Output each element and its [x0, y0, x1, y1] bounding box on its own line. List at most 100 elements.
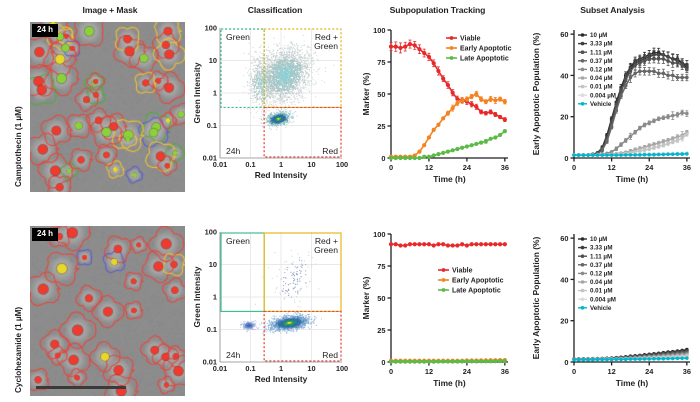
chart-legend[interactable]: 10 µM3.33 µM1.11 µM0.37 µM0.12 µM0.04 µM…: [578, 32, 616, 108]
y-tick-label: 60: [560, 30, 568, 39]
x-tick-label: 100: [336, 364, 348, 373]
y-tick-label: 75: [377, 262, 385, 271]
y-tick-label: 0.1: [207, 121, 217, 130]
x-axis-label: Time (h): [616, 174, 649, 184]
legend-item-label: 0.37 µM: [590, 262, 612, 269]
y-tick-label: 20: [560, 113, 568, 122]
y-tick-label: 75: [377, 58, 385, 67]
legend-item-label: Early Apoptotic: [452, 277, 504, 284]
legend-item-label: 0.12 µM: [590, 271, 612, 278]
legend-item-label: Viable: [460, 35, 481, 42]
chart-legend[interactable]: 10 µM3.33 µM1.11 µM0.37 µM0.12 µM0.04 µM…: [578, 236, 616, 312]
x-tick-label: 24: [463, 367, 472, 376]
legend-item-label: 3.33 µM: [590, 245, 612, 252]
x-axis-label: Red Intensity: [255, 170, 308, 180]
y-tick-label: 100: [205, 23, 217, 32]
x-tick-label: 0: [389, 163, 393, 172]
column-title-image-mask: Image + Mask: [30, 5, 190, 15]
y-tick-label: 100: [373, 230, 385, 239]
time-label: 24h: [226, 350, 241, 360]
y-axis-label: Early Apoptotic Population (%): [531, 237, 541, 360]
x-tick-label: 0: [572, 163, 576, 172]
x-tick-label: 36: [683, 367, 691, 376]
quadrant-label-red: Red: [322, 146, 338, 156]
time-badge: 24 h: [32, 228, 58, 241]
y-tick-label: 0: [381, 358, 385, 367]
legend-item-label: 1.11 µM: [590, 253, 612, 260]
y-tick-label: 40: [560, 71, 568, 80]
x-tick-label: 24: [645, 367, 654, 376]
time-badge: 24 h: [32, 24, 58, 37]
microscopy-image-cyclohexamide[interactable]: 24 h: [30, 226, 185, 396]
y-tick-label: 1: [213, 292, 217, 301]
legend-item-label: 0.12 µM: [590, 67, 612, 74]
microscopy-image-camptothecin[interactable]: 24 h: [30, 22, 185, 192]
legend-item-label: 0.04 µM: [590, 75, 612, 82]
microscopy-canvas: [30, 226, 185, 396]
y-tick-label: 100: [373, 26, 385, 35]
x-axis-label: Red Intensity: [255, 374, 308, 384]
x-tick-label: 1: [279, 160, 283, 169]
x-axis-label: Time (h): [433, 174, 466, 184]
y-tick-label: 0: [381, 154, 385, 163]
x-tick-label: 36: [683, 163, 691, 172]
x-tick-label: 36: [501, 367, 509, 376]
legend-item-label: Vehicle: [590, 101, 612, 108]
column-title-subpopulation-tracking: Subpopulation Tracking: [355, 5, 520, 15]
y-tick-label: 10: [209, 56, 217, 65]
x-tick-label: 1: [279, 364, 283, 373]
legend-item-label: 10 µM: [590, 32, 607, 39]
x-tick-label: 0.1: [245, 160, 255, 169]
x-tick-label: 10: [307, 160, 315, 169]
y-axis-label: Early Apoptotic Population (%): [531, 33, 541, 156]
series-viable: [389, 242, 507, 247]
y-tick-label: 40: [560, 275, 568, 284]
y-axis-label: Marker (%): [361, 72, 371, 115]
y-tick-label: 100: [205, 227, 217, 236]
legend-item-label: Vehicle: [590, 305, 612, 312]
x-tick-label: 100: [336, 160, 348, 169]
column-title-subset-analysis: Subset Analysis: [530, 5, 695, 15]
y-axis-label: Green Intensity: [192, 266, 202, 327]
y-tick-label: 10: [209, 260, 217, 269]
legend-item-label: 0.01 µM: [590, 288, 612, 295]
legend-item-label: Late Apoptotic: [460, 55, 509, 62]
quadrant-label-red: Red: [322, 350, 338, 360]
x-tick-label: 12: [425, 163, 433, 172]
x-tick-label: 12: [608, 163, 616, 172]
y-tick-label: 0: [564, 358, 568, 367]
quadrant-label-green: Green: [226, 32, 250, 42]
column-title-classification: Classification: [200, 5, 350, 15]
microscopy-canvas: [30, 22, 185, 192]
x-axis-label: Time (h): [433, 378, 466, 388]
y-tick-label: 25: [377, 122, 385, 131]
y-tick-label: 0.1: [207, 325, 217, 334]
x-axis-label: Time (h): [616, 378, 649, 388]
legend-item-label: 0.37 µM: [590, 58, 612, 65]
legend-item-label: 1.11 µM: [590, 49, 612, 56]
legend-item-label: 0.004 µM: [590, 92, 616, 99]
y-tick-label: 60: [560, 234, 568, 243]
quadrant-label-red-green-line2: Green: [314, 245, 338, 255]
scale-bar: [36, 386, 126, 389]
x-tick-label: 0: [572, 367, 576, 376]
y-tick-label: 20: [560, 317, 568, 326]
row-label-camptothecin: Camptothecin (1 µM): [14, 106, 23, 187]
y-tick-label: 0.01: [203, 153, 217, 162]
quadrant-label-red-green-line2: Green: [314, 41, 338, 51]
x-tick-label: 12: [425, 367, 433, 376]
y-axis-label: Marker (%): [361, 276, 371, 319]
quadrant-label-green: Green: [226, 236, 250, 246]
y-tick-label: 50: [377, 294, 385, 303]
legend-item-label: Late Apoptotic: [452, 287, 501, 294]
x-tick-label: 24: [463, 163, 472, 172]
x-tick-label: 10: [307, 364, 315, 373]
